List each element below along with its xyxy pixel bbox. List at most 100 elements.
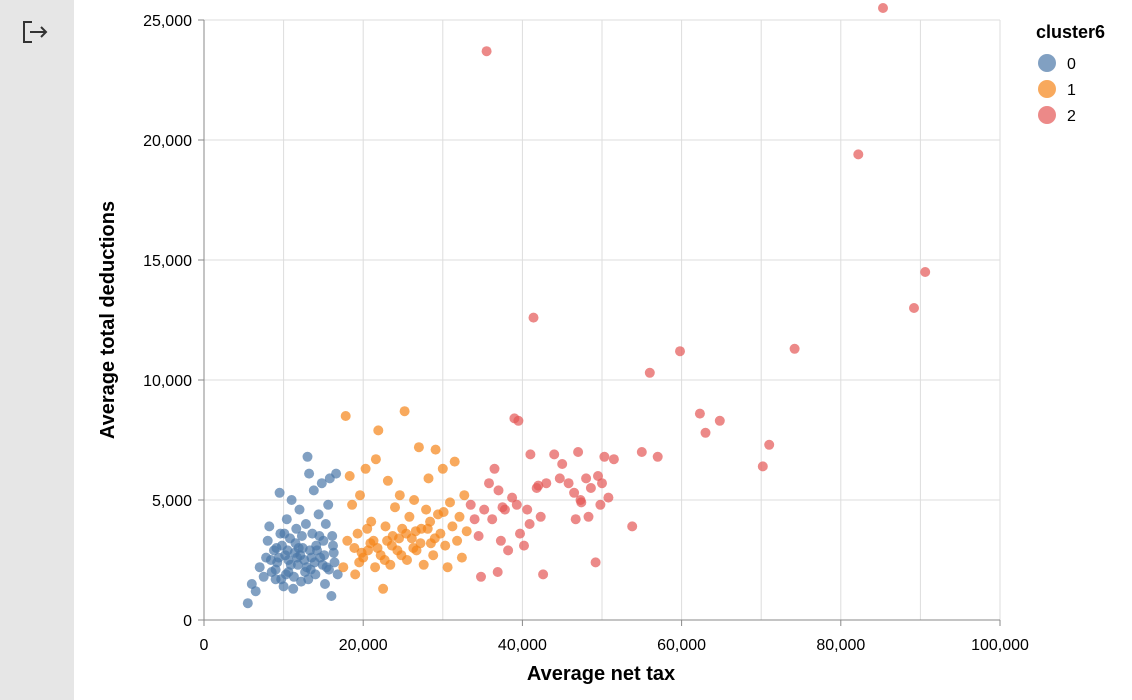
data-point-cluster-0 [311, 540, 322, 551]
data-point-cluster-1 [354, 557, 365, 568]
x-tick-label: 20,000 [339, 637, 388, 654]
legend-swatch-0 [1038, 54, 1056, 72]
data-point-cluster-0 [313, 509, 324, 520]
data-point-cluster-2 [590, 557, 601, 568]
y-tick-label: 5,000 [152, 493, 192, 510]
data-point-cluster-0 [329, 557, 340, 568]
data-point-cluster-2 [878, 3, 888, 13]
data-point-cluster-2 [476, 571, 486, 582]
data-point-cluster-2 [700, 427, 711, 438]
x-tick-label: 60,000 [657, 637, 706, 654]
data-point-cluster-0 [320, 579, 330, 589]
data-point-cluster-0 [294, 504, 305, 515]
data-point-cluster-2 [570, 514, 581, 525]
grid [203, 19, 1001, 621]
x-tick-label: 40,000 [498, 637, 547, 654]
axes: 0 20,000 40,000 60,000 80,000 100,000 0 5,000 10… [143, 13, 1029, 654]
data-point-cluster-1 [429, 533, 440, 544]
data-point-cluster-1 [347, 499, 358, 510]
data-point-cluster-2 [522, 504, 533, 515]
data-point-cluster-1 [440, 540, 451, 551]
data-point-cluster-0 [264, 521, 275, 532]
data-point-cluster-0 [274, 487, 285, 498]
data-point-cluster-1 [425, 516, 436, 527]
data-point-cluster-2 [627, 521, 638, 532]
y-tick-label: 10,000 [143, 373, 192, 390]
data-point-cluster-0 [281, 514, 292, 525]
data-point-cluster-1 [449, 456, 460, 467]
data-point-cluster-1 [408, 543, 419, 553]
data-point-cluster-2 [465, 499, 476, 510]
legend-label-0: 0 [1067, 56, 1076, 73]
data-point-cluster-1 [452, 535, 463, 546]
legend: cluster6 0 1 2 [1036, 22, 1105, 125]
data-point-cluster-2 [595, 499, 606, 510]
data-point-cluster-0 [293, 543, 304, 553]
data-point-cluster-2 [469, 514, 480, 525]
data-point-cluster-2 [608, 454, 619, 465]
data-point-cluster-1 [415, 538, 426, 549]
data-point-cluster-1 [360, 463, 371, 474]
data-point-cluster-1 [382, 535, 393, 546]
data-point-cluster-2 [535, 511, 546, 522]
data-point-cluster-2 [524, 519, 535, 529]
data-point-cluster-1 [349, 543, 360, 553]
data-point-cluster-1 [456, 552, 467, 563]
data-point-cluster-1 [459, 490, 470, 501]
data-point-cluster-2 [519, 540, 529, 551]
data-point-cluster-0 [288, 571, 299, 582]
data-point-cluster-0 [271, 543, 282, 553]
x-tick-label: 80,000 [816, 637, 865, 654]
data-point-cluster-0 [303, 574, 314, 585]
data-point-cluster-1 [404, 511, 415, 522]
data-point-cluster-0 [279, 528, 290, 539]
data-point-cluster-0 [283, 555, 294, 565]
data-point-cluster-1 [401, 528, 412, 539]
data-point-cluster-1 [418, 559, 429, 570]
data-point-cluster-0 [331, 468, 342, 479]
data-point-cluster-2 [549, 449, 560, 460]
exit-icon[interactable] [22, 20, 52, 46]
x-tick-label: 0 [200, 637, 209, 654]
data-point-cluster-2 [636, 447, 647, 457]
data-point-cluster-2 [492, 567, 503, 577]
data-point-cluster-2 [495, 535, 506, 546]
data-point-cluster-2 [554, 473, 565, 484]
data-point-cluster-1 [344, 471, 355, 481]
data-point-cluster-0 [292, 552, 303, 563]
data-point-cluster-1 [372, 543, 383, 553]
data-point-cluster-2 [575, 495, 586, 505]
data-point-cluster-2 [557, 459, 568, 469]
data-point-cluster-2 [581, 473, 592, 484]
data-point-cluster-1 [423, 473, 434, 484]
data-point-cluster-2 [538, 569, 549, 580]
data-point-cluster-2 [652, 451, 663, 462]
data-point-cluster-1 [365, 538, 376, 549]
data-point-cluster-2 [507, 492, 518, 503]
data-point-cluster-1 [382, 475, 393, 486]
data-point-cluster-1 [352, 528, 363, 539]
data-point-cluster-2 [503, 545, 514, 556]
legend-label-1: 1 [1067, 82, 1076, 99]
data-point-cluster-0 [282, 545, 293, 556]
data-point-cluster-1 [379, 555, 390, 565]
data-point-cluster-2 [853, 149, 864, 160]
data-point-cluster-0 [286, 495, 297, 505]
data-point-cluster-2 [569, 487, 580, 498]
data-point-cluster-1 [409, 495, 420, 505]
data-point-cluster-2 [694, 408, 705, 419]
data-point-cluster-1 [445, 497, 455, 508]
data-point-cluster-2 [511, 499, 522, 510]
data-point-cluster-0 [273, 552, 284, 563]
data-point-cluster-0 [314, 531, 325, 541]
data-point-cluster-0 [316, 478, 327, 489]
data-point-cluster-1 [373, 425, 384, 436]
data-point-cluster-0 [265, 555, 276, 565]
data-point-cluster-2 [513, 415, 524, 426]
data-point-cluster-0 [319, 550, 330, 561]
data-point-cluster-2 [603, 492, 614, 503]
data-point-cluster-0 [301, 562, 312, 573]
data-point-cluster-0 [288, 583, 299, 594]
data-point-cluster-0 [306, 552, 317, 563]
